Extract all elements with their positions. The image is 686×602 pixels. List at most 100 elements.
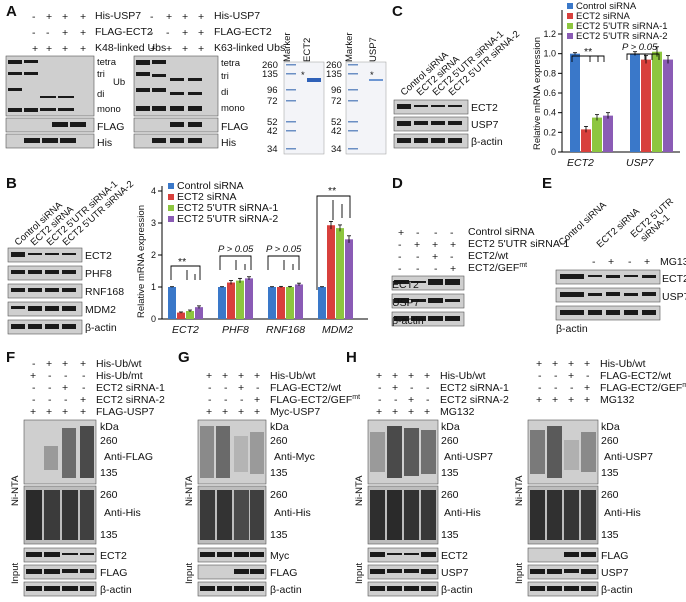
c-bar-ect2-s2 [592,117,602,152]
g-input-flag-blot [197,564,267,580]
svg-text:+: + [376,370,382,382]
svg-text:-: - [48,370,52,382]
svg-text:+: + [450,263,456,275]
svg-text:-: - [208,394,212,406]
b-bar-phf8-s3 [245,278,253,319]
c-legend-swatch-utr1 [567,23,573,29]
svg-text:+: + [62,382,68,394]
f-mw-135-bottom: 135 [100,529,118,541]
b-bar-mdm2-s0 [318,287,326,319]
b-sig-mdm2: ** [328,185,336,197]
chart-b: Relative mRNA expression 0 1 2 3 4 ECT2 PHF8… [136,180,368,336]
svg-text:-: - [224,394,228,406]
svg-text:+: + [536,358,542,370]
g-input-label: Input [184,563,195,584]
a-ect2-protein-band [307,78,321,82]
a-gel1-mw-42: 42 [267,126,278,137]
b-xcat-mdm2: MDM2 [322,324,353,336]
f-row-ub-mt: His-Ub/mt [96,370,143,382]
h-left-input-ect2-blot [367,547,439,563]
svg-text:-: - [48,382,52,394]
svg-text:-: - [32,11,36,23]
svg-text:-: - [398,239,402,251]
h-right-treatment-signs: + + + + - - + - - - - + + + + + [536,358,590,406]
svg-text:-: - [150,11,154,23]
a-right-row-k63: K63-linked Ubs [214,42,285,54]
h-right-input-flag-label: FLAG [601,550,628,562]
f-anti-flag: Anti-FLAG [104,451,153,463]
c-ytick-label: 1.2 [543,29,556,39]
c-legend-swatch-control [567,3,573,9]
svg-text:+: + [408,394,414,406]
g-row-ub-wt: His-Ub/wt [270,370,316,382]
c-sig-ect2: ** [584,46,592,58]
svg-text:+: + [552,394,558,406]
svg-text:+: + [62,43,68,55]
panel-label-e: E [542,175,552,192]
panel-label-b: B [6,175,17,192]
b-legend-utr2: ECT2 5'UTR siRNA-2 [177,213,278,225]
f-treatment-signs: - + + + + - - - - - + - - - - + + + + + [30,358,86,418]
svg-text:+: + [62,406,68,418]
svg-text:+: + [398,227,404,239]
b-bar-mdm2-s1 [327,225,335,319]
svg-text:+: + [552,358,558,370]
b-sig-ect2: ** [178,256,186,268]
svg-text:+: + [392,382,398,394]
c-legend-ect2: ECT2 siRNA [576,11,631,22]
g-input-actin-label: β-actin [270,584,302,596]
h-left-ni-nta-label: Ni-NTA [354,475,365,506]
c-legend-utr2: ECT2 5'UTR siRNA-2 [576,31,668,42]
a-gel1-mw-135: 135 [262,69,278,80]
a-gel2-mw-72: 72 [331,96,342,107]
panel-label-f: F [6,349,15,366]
svg-text:-: - [570,382,574,394]
svg-text:-: - [426,394,430,406]
c-xcat-usp7: USP7 [626,157,655,169]
h-right-anti-his: Anti-His [604,507,641,519]
a-gel1-mw-72: 72 [267,96,278,107]
svg-text:+: + [62,358,68,370]
h-right-ni-nta-label: Ni-NTA [514,475,525,506]
f-row-sirna2: ECT2 siRNA-2 [96,394,165,406]
b-legend-control: Control siRNA [177,180,244,192]
svg-text:+: + [644,256,650,268]
svg-text:-: - [586,370,590,382]
b-bar-ect2-s2 [186,311,194,319]
svg-text:+: + [222,370,228,382]
d-row-utr1: ECT2 5'UTR siRNA-1 [468,238,569,250]
svg-text:-: - [538,370,542,382]
c-bar-ect2-s3 [603,115,613,152]
panel-label-a: A [6,3,17,20]
a-left-tri: tri [97,69,105,80]
g-mw-135-bottom: 135 [270,529,288,541]
a-right-tetra: tetra [221,58,241,69]
b-bar-rnf168-s0 [268,287,276,319]
h-left-input-ect2-label: ECT2 [441,550,468,562]
a-left-row-k48: K48-linked Ubs [95,42,166,54]
g-mw-260-bottom: 260 [270,489,288,501]
h-right-kda: kDa [601,421,620,433]
svg-text:-: - [256,382,260,394]
svg-text:-: - [166,27,170,39]
h-right-row-ect2-wt: FLAG-ECT2/wt [600,370,671,382]
b-ytick-label: 3 [151,218,156,228]
svg-text:+: + [392,406,398,418]
c-legend: Control siRNA ECT2 siRNA ECT2 5'UTR siRN… [567,1,668,42]
b-ytick-label: 4 [151,186,156,196]
svg-text:+: + [238,382,244,394]
a-gel2-mw-34: 34 [331,144,342,155]
svg-text:+: + [62,11,68,23]
svg-text:+: + [408,406,414,418]
c-ytick-label: 0.4 [543,108,556,118]
svg-text:+: + [568,370,574,382]
svg-text:+: + [46,406,52,418]
svg-text:-: - [32,382,36,394]
svg-text:+: + [62,27,68,39]
svg-text:-: - [378,394,382,406]
b-legend-ect2: ECT2 siRNA [177,191,237,203]
h-right-input-usp7-blot [527,564,599,580]
svg-text:-: - [64,394,68,406]
svg-text:-: - [240,394,244,406]
svg-text:+: + [32,43,38,55]
